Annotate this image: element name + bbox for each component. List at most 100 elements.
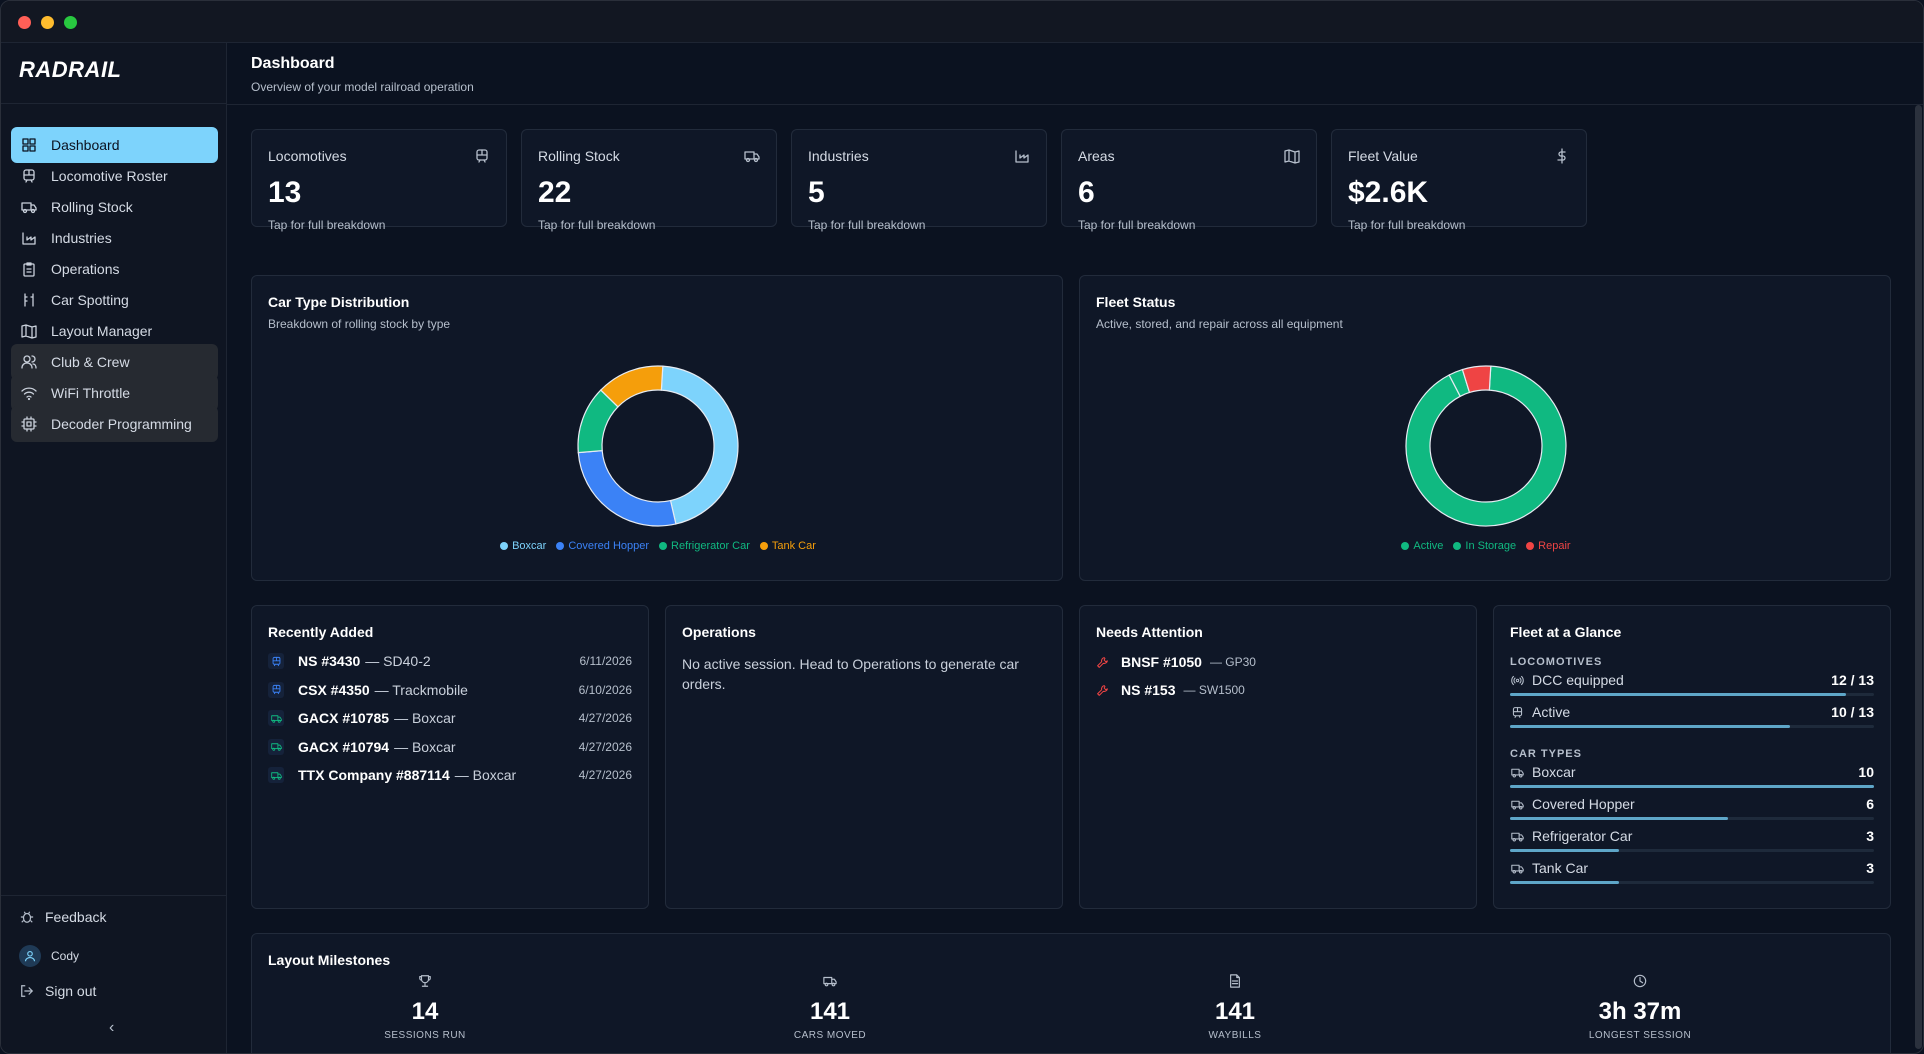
- stat-card-rolling-stock[interactable]: Rolling Stock 22 Tap for full breakdown: [521, 129, 777, 232]
- fleet-stat-value: 6: [1866, 796, 1874, 812]
- card-subtitle: Breakdown of rolling stock by type: [268, 317, 451, 331]
- sidebar-item-wifi-throttle[interactable]: WiFi Throttle: [11, 375, 218, 411]
- donut-slice-repair[interactable]: [1461, 365, 1492, 394]
- truck-icon: [730, 974, 930, 990]
- stat-card-industries[interactable]: Industries 5 Tap for full breakdown: [791, 129, 1047, 232]
- car-type-donut-chart[interactable]: [568, 356, 748, 536]
- wrench-icon: [1096, 656, 1109, 669]
- factory-icon: [21, 230, 37, 246]
- fleet-stat-row: Tank Car 3: [1510, 858, 1874, 878]
- truck-icon: [1510, 797, 1524, 811]
- dashboard-icon: [21, 137, 37, 153]
- wrench-icon: [1096, 684, 1109, 697]
- stat-hint: Tap for full breakdown: [268, 218, 386, 232]
- legend-label: In Storage: [1465, 540, 1517, 552]
- sidebar-item-car-spotting[interactable]: Car Spotting: [11, 282, 218, 318]
- wifi-icon: [21, 385, 37, 401]
- card-title: Needs Attention: [1096, 624, 1203, 640]
- stat-card-locomotives[interactable]: Locomotives 13 Tap for full breakdown: [251, 129, 507, 232]
- list-item[interactable]: GACX #10785— Boxcar 4/27/2026: [268, 707, 632, 729]
- donut-slice-boxcar[interactable]: [660, 365, 739, 525]
- truck-icon: [21, 199, 37, 215]
- feedback-link[interactable]: Feedback: [19, 909, 106, 925]
- sidebar-item-locomotive-roster[interactable]: Locomotive Roster: [11, 158, 218, 194]
- milestone-value: 141: [1214, 998, 1256, 1025]
- card-title: Fleet at a Glance: [1510, 624, 1622, 640]
- sidebar-item-rolling-stock[interactable]: Rolling Stock: [11, 189, 218, 225]
- sidebar-item-dashboard[interactable]: Dashboard: [11, 127, 218, 163]
- logout-icon: [19, 983, 35, 999]
- scrollbar[interactable]: [1915, 105, 1922, 1049]
- user-profile[interactable]: Cody: [19, 945, 79, 967]
- close-window-button[interactable]: [18, 16, 31, 29]
- progress-fill: [1510, 725, 1790, 728]
- sidebar: RADRAIL Dashboard Locomotive Roster Rollin…: [1, 43, 227, 1053]
- sidebar-item-decoder-programming[interactable]: Decoder Programming: [11, 406, 218, 442]
- stat-label: Fleet Value: [1348, 148, 1418, 164]
- attention-item[interactable]: NS #153 — SW1500: [1096, 682, 1245, 698]
- truck-icon: [268, 710, 284, 726]
- factory-icon: [1014, 148, 1030, 164]
- clock-icon: [1540, 974, 1740, 990]
- legend-label: Repair: [1538, 540, 1571, 552]
- fleet-stat-row: Refrigerator Car 3: [1510, 826, 1874, 846]
- milestone-label: CARS MOVED: [793, 1030, 867, 1041]
- sidebar-item-layout-manager[interactable]: Layout Manager: [11, 313, 218, 349]
- stat-card-fleet-value[interactable]: Fleet Value $2.6K Tap for full breakdown: [1331, 129, 1587, 232]
- legend-swatch: [1526, 542, 1535, 551]
- progress-bar: [1510, 785, 1874, 788]
- item-description: — SD40-2: [365, 653, 431, 669]
- stat-hint: Tap for full breakdown: [538, 218, 656, 232]
- stat-hint: Tap for full breakdown: [1348, 218, 1466, 232]
- list-item[interactable]: NS #3430— SD40-2 6/11/2026: [268, 650, 632, 672]
- stat-label: Locomotives: [268, 148, 347, 164]
- sidebar-item-label: Club & Crew: [51, 354, 130, 370]
- attention-item[interactable]: BNSF #1050 — GP30: [1096, 654, 1256, 670]
- stat-value: $2.6K: [1348, 176, 1429, 209]
- item-description: — Boxcar: [454, 767, 517, 783]
- stat-card-areas[interactable]: Areas 6 Tap for full breakdown: [1061, 129, 1317, 232]
- collapse-sidebar-button[interactable]: ‹: [109, 1019, 115, 1036]
- donut-slice-tank-car[interactable]: [599, 365, 664, 408]
- progress-bar: [1510, 817, 1874, 820]
- donut-slice-covered-hopper[interactable]: [577, 449, 677, 527]
- sign-out-button[interactable]: Sign out: [19, 983, 96, 999]
- sidebar-item-operations[interactable]: Operations: [11, 251, 218, 287]
- brand-logo[interactable]: RADRAIL: [19, 57, 122, 82]
- maximize-window-button[interactable]: [64, 16, 77, 29]
- title-bar: [1, 1, 1923, 43]
- sidebar-item-industries[interactable]: Industries: [11, 220, 218, 256]
- card-title: Recently Added: [268, 624, 374, 640]
- fleet-status-donut-chart[interactable]: [1396, 356, 1576, 536]
- item-name: GACX #10785: [298, 710, 390, 726]
- progress-fill: [1510, 693, 1846, 696]
- fleet-stat-label: Tank Car: [1532, 860, 1589, 876]
- card-title: Operations: [682, 624, 756, 640]
- list-item[interactable]: CSX #4350— Trackmobile 6/10/2026: [268, 679, 632, 701]
- milestone-sessions-run: 14 SESSIONS RUN: [325, 974, 525, 1041]
- sidebar-item-label: Dashboard: [51, 137, 120, 153]
- list-item[interactable]: GACX #10794— Boxcar 4/27/2026: [268, 736, 632, 758]
- legend-label: Boxcar: [512, 540, 547, 552]
- fleet-stat-row: Covered Hopper 6: [1510, 794, 1874, 814]
- milestone-value: 14: [411, 998, 439, 1025]
- legend-swatch: [659, 542, 668, 551]
- card-title: Car Type Distribution: [268, 294, 410, 310]
- feedback-label: Feedback: [45, 909, 107, 925]
- page-subtitle: Overview of your model railroad operatio…: [251, 80, 474, 94]
- stat-hint: Tap for full breakdown: [1078, 218, 1196, 232]
- legend-item: Boxcar: [500, 540, 546, 552]
- trophy-icon: [325, 974, 525, 990]
- fleet-stat-label: Covered Hopper: [1532, 796, 1635, 812]
- donut-slice-active[interactable]: [1405, 365, 1567, 527]
- item-name: NS #3430: [298, 653, 361, 669]
- fleet-stat-value: 10 / 13: [1831, 704, 1874, 720]
- minimize-window-button[interactable]: [41, 16, 54, 29]
- stat-label: Rolling Stock: [538, 148, 620, 164]
- sidebar-item-club-crew[interactable]: Club & Crew: [11, 344, 218, 380]
- list-item[interactable]: TTX Company #887114— Boxcar 4/27/2026: [268, 764, 632, 786]
- progress-bar: [1510, 881, 1874, 884]
- item-date: 6/10/2026: [578, 682, 632, 697]
- milestone-label: WAYBILLS: [1208, 1030, 1262, 1041]
- sidebar-item-label: Rolling Stock: [51, 199, 133, 215]
